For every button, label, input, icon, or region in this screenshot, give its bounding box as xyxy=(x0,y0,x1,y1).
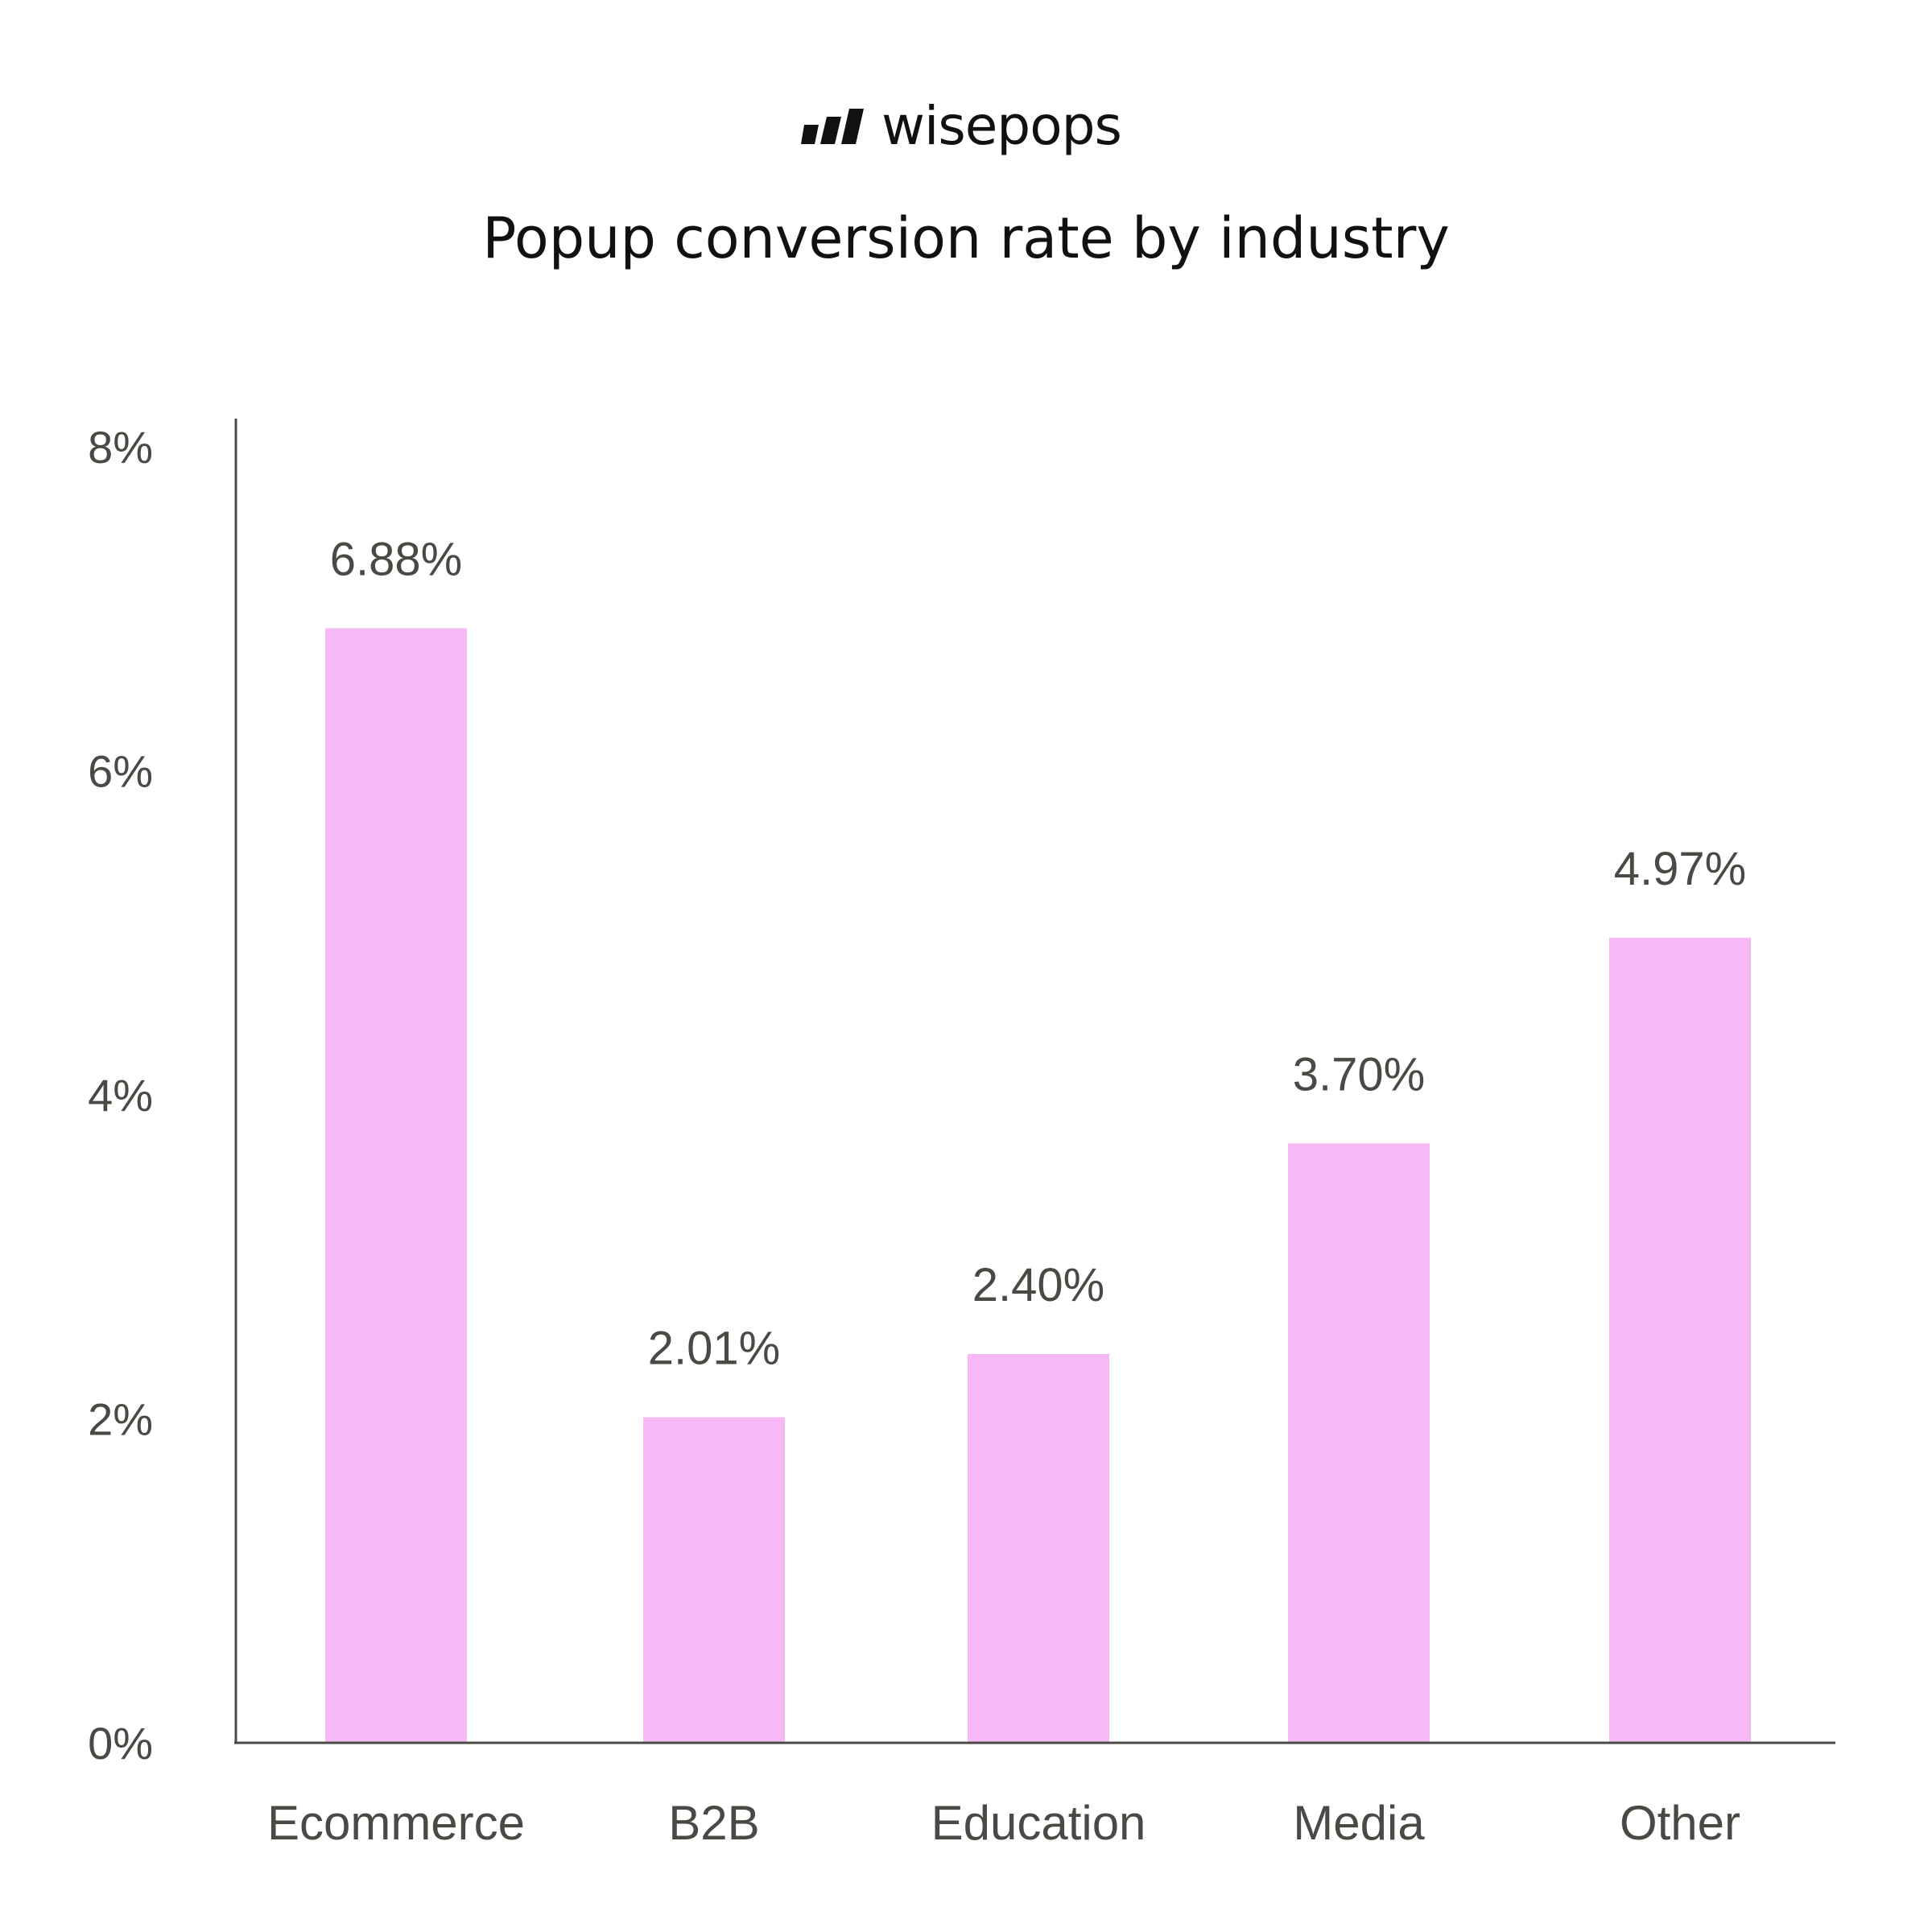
y-tick-label: 4% xyxy=(88,1070,153,1121)
y-tick-label: 0% xyxy=(88,1718,153,1769)
bar-education xyxy=(968,1354,1109,1743)
bar-ecommerce xyxy=(325,628,467,1743)
data-label: 2.40% xyxy=(972,1259,1104,1311)
bar-media xyxy=(1288,1143,1430,1743)
x-tick-label: Other xyxy=(1620,1796,1740,1850)
x-tick-label: Ecommerce xyxy=(267,1796,525,1850)
y-tick-label: 8% xyxy=(88,422,153,473)
x-tick-label: Media xyxy=(1293,1796,1425,1850)
bar-b2b xyxy=(643,1417,785,1743)
x-tick-label: B2B xyxy=(668,1796,759,1850)
y-tick-label: 2% xyxy=(88,1394,153,1445)
x-tick-label: Education xyxy=(931,1796,1146,1850)
chart-title: Popup conversion rate by industry xyxy=(482,205,1450,271)
bar-other xyxy=(1609,937,1751,1743)
data-label: 2.01% xyxy=(648,1322,780,1374)
data-label: 6.88% xyxy=(330,533,462,585)
data-label: 3.70% xyxy=(1293,1048,1425,1100)
data-label: 4.97% xyxy=(1614,843,1746,895)
wisepops-bars-logo-icon xyxy=(801,109,864,144)
brand-name: wisepops xyxy=(881,95,1122,157)
wisepops-logo: wisepops xyxy=(801,90,1122,163)
y-tick-label: 6% xyxy=(88,746,153,797)
